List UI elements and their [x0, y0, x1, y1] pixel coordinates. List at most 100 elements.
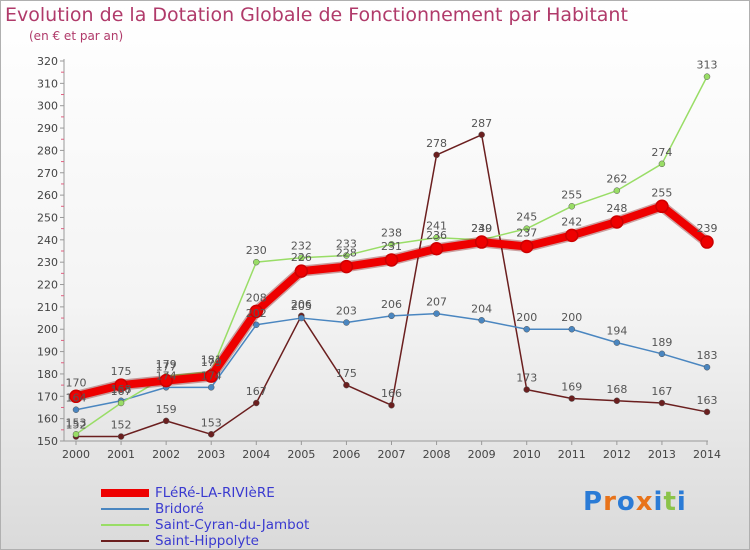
data-label: 245: [516, 211, 537, 224]
y-tick-label: 270: [37, 167, 58, 180]
data-label: 169: [561, 381, 582, 394]
series-point: [253, 321, 260, 329]
series-point: [474, 235, 489, 249]
logo-letter: x: [635, 487, 654, 517]
legend-swatch: [101, 540, 149, 542]
series-point: [253, 258, 260, 266]
y-tick-label: 150: [37, 435, 58, 448]
data-label: 237: [516, 227, 537, 240]
data-label: 230: [246, 244, 267, 257]
legend-swatch: [101, 524, 149, 526]
data-label: 206: [381, 298, 402, 311]
y-tick-label: 280: [37, 144, 58, 157]
data-label: 232: [291, 240, 312, 253]
data-label: 226: [291, 251, 312, 264]
series-point: [72, 406, 80, 413]
data-label: 153: [66, 416, 87, 429]
legend-label: Saint-Cyran-du-Jambot: [155, 517, 310, 533]
series-point: [568, 395, 576, 402]
data-label: 236: [426, 229, 447, 242]
logo-letter: i: [653, 487, 664, 517]
series-point: [204, 369, 218, 383]
data-label: 170: [66, 376, 87, 389]
series-point: [253, 399, 260, 407]
data-label: 166: [381, 387, 402, 400]
series-point: [523, 386, 530, 393]
x-tick-label: 2001: [107, 448, 135, 461]
data-label: 175: [336, 367, 357, 380]
data-label: 204: [471, 302, 492, 315]
y-tick-label: 320: [37, 55, 58, 68]
x-tick-label: 2002: [152, 448, 180, 461]
x-tick-label: 2009: [468, 448, 496, 461]
y-tick-label: 240: [37, 234, 58, 247]
data-label: 205: [291, 300, 312, 313]
y-tick-label: 230: [37, 256, 58, 269]
data-label: 200: [516, 311, 537, 324]
series-point: [433, 234, 440, 241]
x-tick-label: 2010: [513, 448, 541, 461]
data-label: 159: [156, 403, 177, 416]
series-point: [655, 199, 669, 214]
data-label: 248: [606, 202, 627, 215]
data-label: 262: [606, 173, 627, 186]
series-point: [429, 242, 444, 256]
data-label: 167: [651, 385, 672, 398]
data-label: 179: [201, 356, 222, 369]
data-label: 228: [336, 247, 357, 260]
y-tick-label: 160: [37, 413, 58, 426]
series-point: [658, 160, 666, 168]
series-point: [565, 228, 579, 243]
series-point: [207, 431, 215, 438]
data-label: 164: [66, 392, 87, 405]
y-tick-label: 310: [37, 77, 58, 90]
data-label: 238: [381, 226, 402, 239]
series-point: [388, 401, 395, 409]
y-tick-label: 220: [37, 279, 58, 292]
data-label: 167: [246, 385, 267, 398]
series-point: [207, 384, 215, 391]
y-tick-label: 300: [37, 100, 58, 113]
series-point: [613, 397, 621, 405]
series-point: [568, 203, 576, 210]
series-layer: [69, 73, 714, 440]
data-label: 200: [561, 311, 582, 324]
series-point: [658, 399, 666, 407]
logo-letter: P: [583, 487, 604, 517]
logo-letter: i: [676, 487, 687, 517]
series-point: [117, 399, 125, 407]
data-label: 206: [291, 298, 312, 311]
data-label: 240: [471, 222, 492, 235]
series-point: [117, 433, 125, 440]
x-tick-label: 2014: [693, 448, 721, 461]
series-point: [339, 259, 354, 274]
logo-letter: r: [603, 487, 617, 517]
data-label: 168: [606, 383, 627, 396]
y-tick-label: 180: [37, 368, 58, 381]
y-tick-label: 210: [37, 301, 58, 314]
series-point: [613, 187, 621, 194]
series-point: [658, 350, 666, 358]
legend-label: FLéRé-LA-RIVIèRE: [155, 485, 275, 501]
axes: 150 160 170 180 190 200 210 220 230 240 250 260 270 2…: [37, 55, 721, 461]
y-tick-label: 170: [37, 390, 58, 403]
data-label: 174: [201, 369, 222, 382]
series-point: [703, 363, 711, 371]
data-label: 173: [516, 372, 537, 385]
logo-letter: o: [616, 487, 636, 517]
series-point: [703, 408, 711, 416]
series-point: [478, 131, 485, 139]
data-label: 152: [66, 419, 87, 432]
data-label: 255: [651, 186, 672, 199]
data-label: 152: [111, 419, 132, 432]
series-point: [519, 239, 534, 254]
data-label: 189: [651, 336, 672, 349]
data-label: 242: [561, 215, 582, 228]
chart-title: Evolution de la Dotation Globale de Fonc…: [5, 4, 628, 26]
data-label: 167: [111, 385, 132, 398]
data-label: 202: [246, 307, 267, 320]
series-point: [613, 339, 621, 346]
series-point: [159, 373, 173, 388]
series-point: [249, 304, 264, 319]
